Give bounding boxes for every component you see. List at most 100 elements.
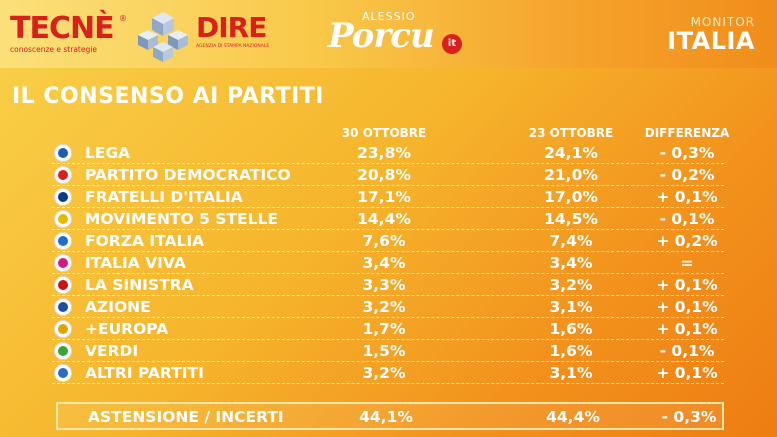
abstention-differenza: - 0,3% (661, 408, 717, 426)
party-symbol (58, 302, 68, 312)
table-row: MOVIMENTO 5 STELLE 14,4% 14,5% - 0,1% (52, 208, 724, 230)
value-30-ottobre: 3,2% (362, 364, 406, 382)
page-title: IL CONSENSO AI PARTITI (12, 84, 324, 109)
dire-logo: DIRE AGENZIA DI STAMPA NAZIONALE (196, 11, 270, 54)
dire-logo-text: DIRE (196, 11, 267, 44)
party-symbol (58, 148, 68, 158)
table-row: LA SINISTRA 3,3% 3,2% + 0,1% (52, 274, 724, 296)
value-23-ottobre: 3,1% (549, 298, 593, 316)
party-name: AZIONE (85, 298, 151, 316)
porcu-last-name: Porcu (328, 16, 435, 56)
party-symbol (58, 368, 68, 378)
pd-icon (54, 166, 72, 184)
value-differenza: - 0,3% (659, 144, 715, 162)
sinistra-icon (54, 276, 72, 294)
azione-icon (54, 298, 72, 316)
porcu-logo: ALESSIO Porcu it (328, 10, 468, 60)
value-differenza: - 0,1% (659, 210, 715, 228)
table-row: FRATELLI D'ITALIA 17,1% 17,0% + 0,1% (52, 186, 724, 208)
table-row: LEGA 23,8% 24,1% - 0,3% (52, 142, 724, 164)
value-30-ottobre: 17,1% (357, 188, 411, 206)
value-differenza: + 0,1% (656, 276, 718, 294)
party-name: FRATELLI D'ITALIA (85, 188, 243, 206)
party-symbol (58, 324, 68, 334)
italia-label: ITALIA (667, 27, 755, 55)
dire-tagline: AGENZIA DI STAMPA NAZIONALE (196, 44, 270, 49)
abstention-30-ottobre: 44,1% (359, 408, 413, 426)
table-row: VERDI 1,5% 1,6% - 0,1% (52, 340, 724, 362)
lega-icon (54, 144, 72, 162)
party-name: MOVIMENTO 5 STELLE (85, 210, 278, 228)
value-differenza: + 0,2% (656, 232, 718, 250)
party-symbol (58, 192, 68, 202)
column-header-differenza: DIFFERENZA (644, 126, 730, 140)
party-symbol (58, 258, 68, 268)
party-name: VERDI (85, 342, 139, 360)
value-23-ottobre: 3,4% (549, 254, 593, 272)
party-name: ALTRI PARTITI (85, 364, 204, 382)
altri-icon (54, 364, 72, 382)
europa-icon (54, 320, 72, 338)
value-differenza: - 0,2% (659, 166, 715, 184)
value-30-ottobre: 14,4% (357, 210, 411, 228)
table-row: ALTRI PARTITI 3,2% 3,1% + 0,1% (52, 362, 724, 384)
party-name: LEGA (85, 144, 131, 162)
value-23-ottobre: 14,5% (544, 210, 598, 228)
value-30-ottobre: 23,8% (357, 144, 411, 162)
value-differenza: = (680, 254, 694, 272)
table-row: FORZA ITALIA 7,6% 7,4% + 0,2% (52, 230, 724, 252)
party-name: FORZA ITALIA (85, 232, 205, 250)
value-differenza: + 0,1% (656, 364, 718, 382)
value-23-ottobre: 1,6% (549, 342, 593, 360)
party-symbol (58, 214, 68, 224)
value-30-ottobre: 1,5% (362, 342, 406, 360)
party-symbol (58, 170, 68, 180)
value-30-ottobre: 20,8% (357, 166, 411, 184)
table-row: ITALIA VIVA 3,4% 3,4% = (52, 252, 724, 274)
party-symbol (58, 280, 68, 290)
value-23-ottobre: 3,1% (549, 364, 593, 382)
value-differenza: - 0,1% (659, 342, 715, 360)
value-30-ottobre: 1,7% (362, 320, 406, 338)
registered-mark: ® (119, 14, 127, 23)
abstention-label: ASTENSIONE / INCERTI (88, 408, 284, 426)
fdi-icon (54, 188, 72, 206)
table-row: PARTITO DEMOCRATICO 20,8% 21,0% - 0,2% (52, 164, 724, 186)
value-30-ottobre: 3,3% (362, 276, 406, 294)
value-23-ottobre: 21,0% (544, 166, 598, 184)
value-differenza: + 0,1% (656, 320, 718, 338)
value-differenza: + 0,1% (656, 188, 718, 206)
party-name: LA SINISTRA (85, 276, 194, 294)
value-30-ottobre: 3,2% (362, 298, 406, 316)
tecne-logo-text: TECNÈ (10, 11, 115, 46)
table-row: AZIONE 3,2% 3,1% + 0,1% (52, 296, 724, 318)
monitor-label: MONITOR (690, 15, 755, 29)
table-row: +EUROPA 1,7% 1,6% + 0,1% (52, 318, 724, 340)
column-header-30-ottobre: 30 OTTOBRE (341, 126, 427, 140)
party-name: PARTITO DEMOCRATICO (85, 166, 291, 184)
value-23-ottobre: 7,4% (549, 232, 593, 250)
fi-icon (54, 232, 72, 250)
m5s-icon (54, 210, 72, 228)
value-differenza: + 0,1% (656, 298, 718, 316)
column-header-23-ottobre: 23 OTTOBRE (528, 126, 614, 140)
verdi-icon (54, 342, 72, 360)
monitor-italia-logo: MONITOR ITALIA (635, 16, 755, 54)
iv-icon (54, 254, 72, 272)
value-23-ottobre: 24,1% (544, 144, 598, 162)
cube-logo-icon (138, 12, 188, 62)
header-bar: TECNÈ conoscenze e strategie ® DIRE AGEN… (0, 0, 777, 68)
abstention-row: ASTENSIONE / INCERTI 44,1% 44,4% - 0,3% (56, 402, 724, 430)
party-symbol (58, 236, 68, 246)
value-30-ottobre: 7,6% (362, 232, 406, 250)
party-symbol (58, 346, 68, 356)
value-23-ottobre: 1,6% (549, 320, 593, 338)
party-name: +EUROPA (85, 320, 169, 338)
abstention-23-ottobre: 44,4% (546, 408, 600, 426)
value-30-ottobre: 3,4% (362, 254, 406, 272)
tecne-tagline: conoscenze e strategie (10, 45, 97, 54)
party-name: ITALIA VIVA (85, 254, 186, 272)
porcu-it-badge: it (442, 34, 462, 54)
value-23-ottobre: 17,0% (544, 188, 598, 206)
party-table: LEGA 23,8% 24,1% - 0,3% PARTITO DEMOCRATICO 2… (52, 142, 724, 384)
